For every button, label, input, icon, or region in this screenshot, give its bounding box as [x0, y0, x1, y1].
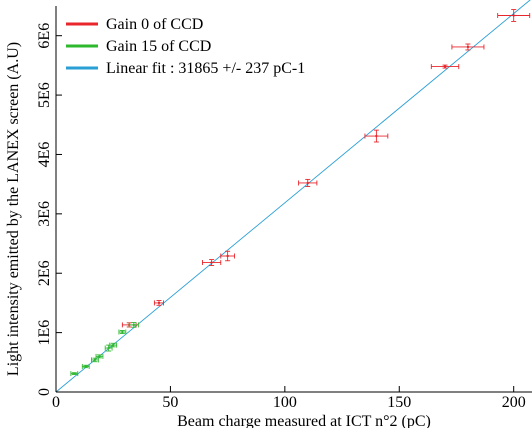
data-point	[109, 342, 118, 348]
data-point	[95, 353, 104, 359]
data-point	[364, 129, 389, 143]
point-marker	[93, 358, 97, 362]
data-point	[451, 43, 485, 51]
y-tick-label: 6E6	[36, 23, 53, 49]
fit-line	[55, 0, 531, 393]
point-marker	[112, 343, 115, 347]
point-marker	[512, 14, 515, 17]
axes: 0 50 100 150 200 0 1E6 2E6 3E6 4E6 5E6 6E6	[36, 6, 532, 411]
x-tick-label: 200	[502, 394, 526, 411]
point-marker	[443, 65, 447, 68]
y-tick-label: 0	[36, 388, 53, 396]
point-marker	[157, 301, 161, 305]
y-tick-label: 2E6	[36, 260, 53, 286]
point-marker	[73, 372, 76, 375]
x-axis-label: Beam charge measured at ICT n°2 (pC)	[177, 413, 431, 428]
data-point	[81, 363, 90, 369]
legend-entry: Gain 0 of CCD	[66, 16, 203, 33]
data-point	[430, 64, 460, 70]
legend-label: Linear fit : 31865 +/- 237 pC-1	[106, 60, 305, 77]
x-tick-label: 0	[52, 394, 60, 411]
y-axis-label: Light intensity emitted by the LANEX scr…	[5, 42, 22, 376]
point-marker	[84, 365, 87, 368]
plot-area	[55, 0, 531, 393]
point-marker	[210, 261, 213, 264]
y-tick-label: 1E6	[36, 320, 53, 346]
point-marker	[226, 254, 229, 258]
data-point	[118, 329, 127, 335]
x-tick-label: 100	[273, 394, 297, 411]
point-marker	[375, 134, 378, 138]
point-marker	[132, 323, 136, 327]
data-point	[220, 250, 235, 262]
data-point	[298, 178, 318, 187]
data-point	[497, 9, 531, 22]
x-tick-label: 150	[387, 394, 411, 411]
data-point	[202, 259, 222, 266]
data-point	[153, 300, 165, 306]
data-point	[128, 322, 139, 328]
point-marker	[98, 355, 101, 358]
legend-label: Gain 15 of CCD	[106, 38, 211, 55]
data-point	[70, 371, 79, 377]
y-tick-label: 4E6	[36, 142, 53, 168]
y-tick-label: 3E6	[36, 201, 53, 227]
point-marker	[107, 346, 110, 350]
point-marker	[306, 181, 309, 185]
legend-entry: Linear fit : 31865 +/- 237 pC-1	[66, 60, 305, 77]
x-tick-label: 50	[162, 394, 178, 411]
legend-label: Gain 0 of CCD	[106, 16, 203, 33]
y-tick-label: 5E6	[36, 82, 53, 108]
point-marker	[466, 45, 470, 49]
legend-entry: Gain 15 of CCD	[66, 38, 211, 55]
point-marker	[121, 330, 124, 334]
legend: Gain 0 of CCD Gain 15 of CCD Linear fit : …	[66, 16, 305, 77]
